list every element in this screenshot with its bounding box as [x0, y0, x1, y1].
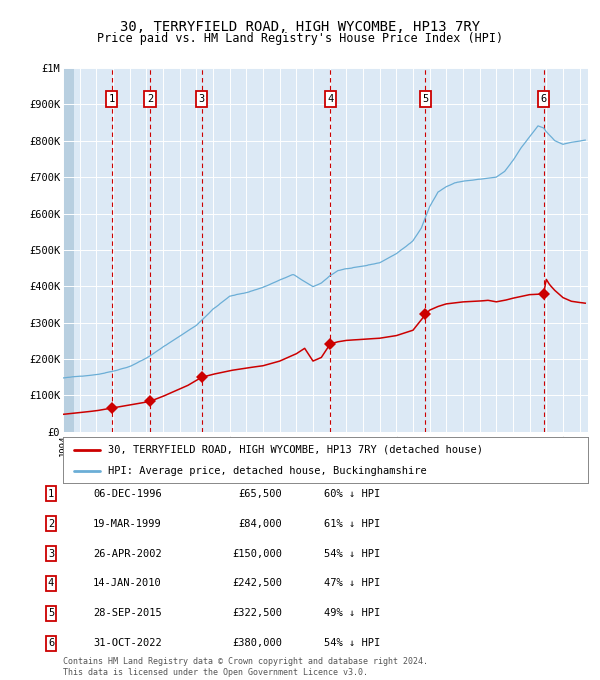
Text: £84,000: £84,000: [238, 519, 282, 528]
Text: 2: 2: [48, 519, 54, 528]
Text: 6: 6: [48, 639, 54, 648]
Text: 60% ↓ HPI: 60% ↓ HPI: [324, 489, 380, 498]
Text: 30, TERRYFIELD ROAD, HIGH WYCOMBE, HP13 7RY: 30, TERRYFIELD ROAD, HIGH WYCOMBE, HP13 …: [120, 20, 480, 34]
Text: 6: 6: [541, 94, 547, 104]
Text: HPI: Average price, detached house, Buckinghamshire: HPI: Average price, detached house, Buck…: [107, 466, 427, 476]
Text: 5: 5: [422, 94, 428, 104]
Text: 1: 1: [109, 94, 115, 104]
Text: 4: 4: [327, 94, 334, 104]
Text: £322,500: £322,500: [232, 609, 282, 618]
Text: 30, TERRYFIELD ROAD, HIGH WYCOMBE, HP13 7RY (detached house): 30, TERRYFIELD ROAD, HIGH WYCOMBE, HP13 …: [107, 445, 482, 454]
Text: £242,500: £242,500: [232, 579, 282, 588]
Text: 3: 3: [199, 94, 205, 104]
Text: £380,000: £380,000: [232, 639, 282, 648]
Text: 28-SEP-2015: 28-SEP-2015: [93, 609, 162, 618]
Text: 47% ↓ HPI: 47% ↓ HPI: [324, 579, 380, 588]
Text: 49% ↓ HPI: 49% ↓ HPI: [324, 609, 380, 618]
Text: 5: 5: [48, 609, 54, 618]
Text: 61% ↓ HPI: 61% ↓ HPI: [324, 519, 380, 528]
Text: 26-APR-2002: 26-APR-2002: [93, 549, 162, 558]
Text: 1: 1: [48, 489, 54, 498]
Text: 54% ↓ HPI: 54% ↓ HPI: [324, 639, 380, 648]
Text: 54% ↓ HPI: 54% ↓ HPI: [324, 549, 380, 558]
Text: 31-OCT-2022: 31-OCT-2022: [93, 639, 162, 648]
Text: 19-MAR-1999: 19-MAR-1999: [93, 519, 162, 528]
Text: Price paid vs. HM Land Registry's House Price Index (HPI): Price paid vs. HM Land Registry's House …: [97, 32, 503, 46]
Text: 14-JAN-2010: 14-JAN-2010: [93, 579, 162, 588]
Text: 3: 3: [48, 549, 54, 558]
Text: £150,000: £150,000: [232, 549, 282, 558]
Text: Contains HM Land Registry data © Crown copyright and database right 2024.
This d: Contains HM Land Registry data © Crown c…: [63, 657, 428, 677]
Text: 06-DEC-1996: 06-DEC-1996: [93, 489, 162, 498]
Text: 4: 4: [48, 579, 54, 588]
Text: 2: 2: [147, 94, 153, 104]
Text: £65,500: £65,500: [238, 489, 282, 498]
